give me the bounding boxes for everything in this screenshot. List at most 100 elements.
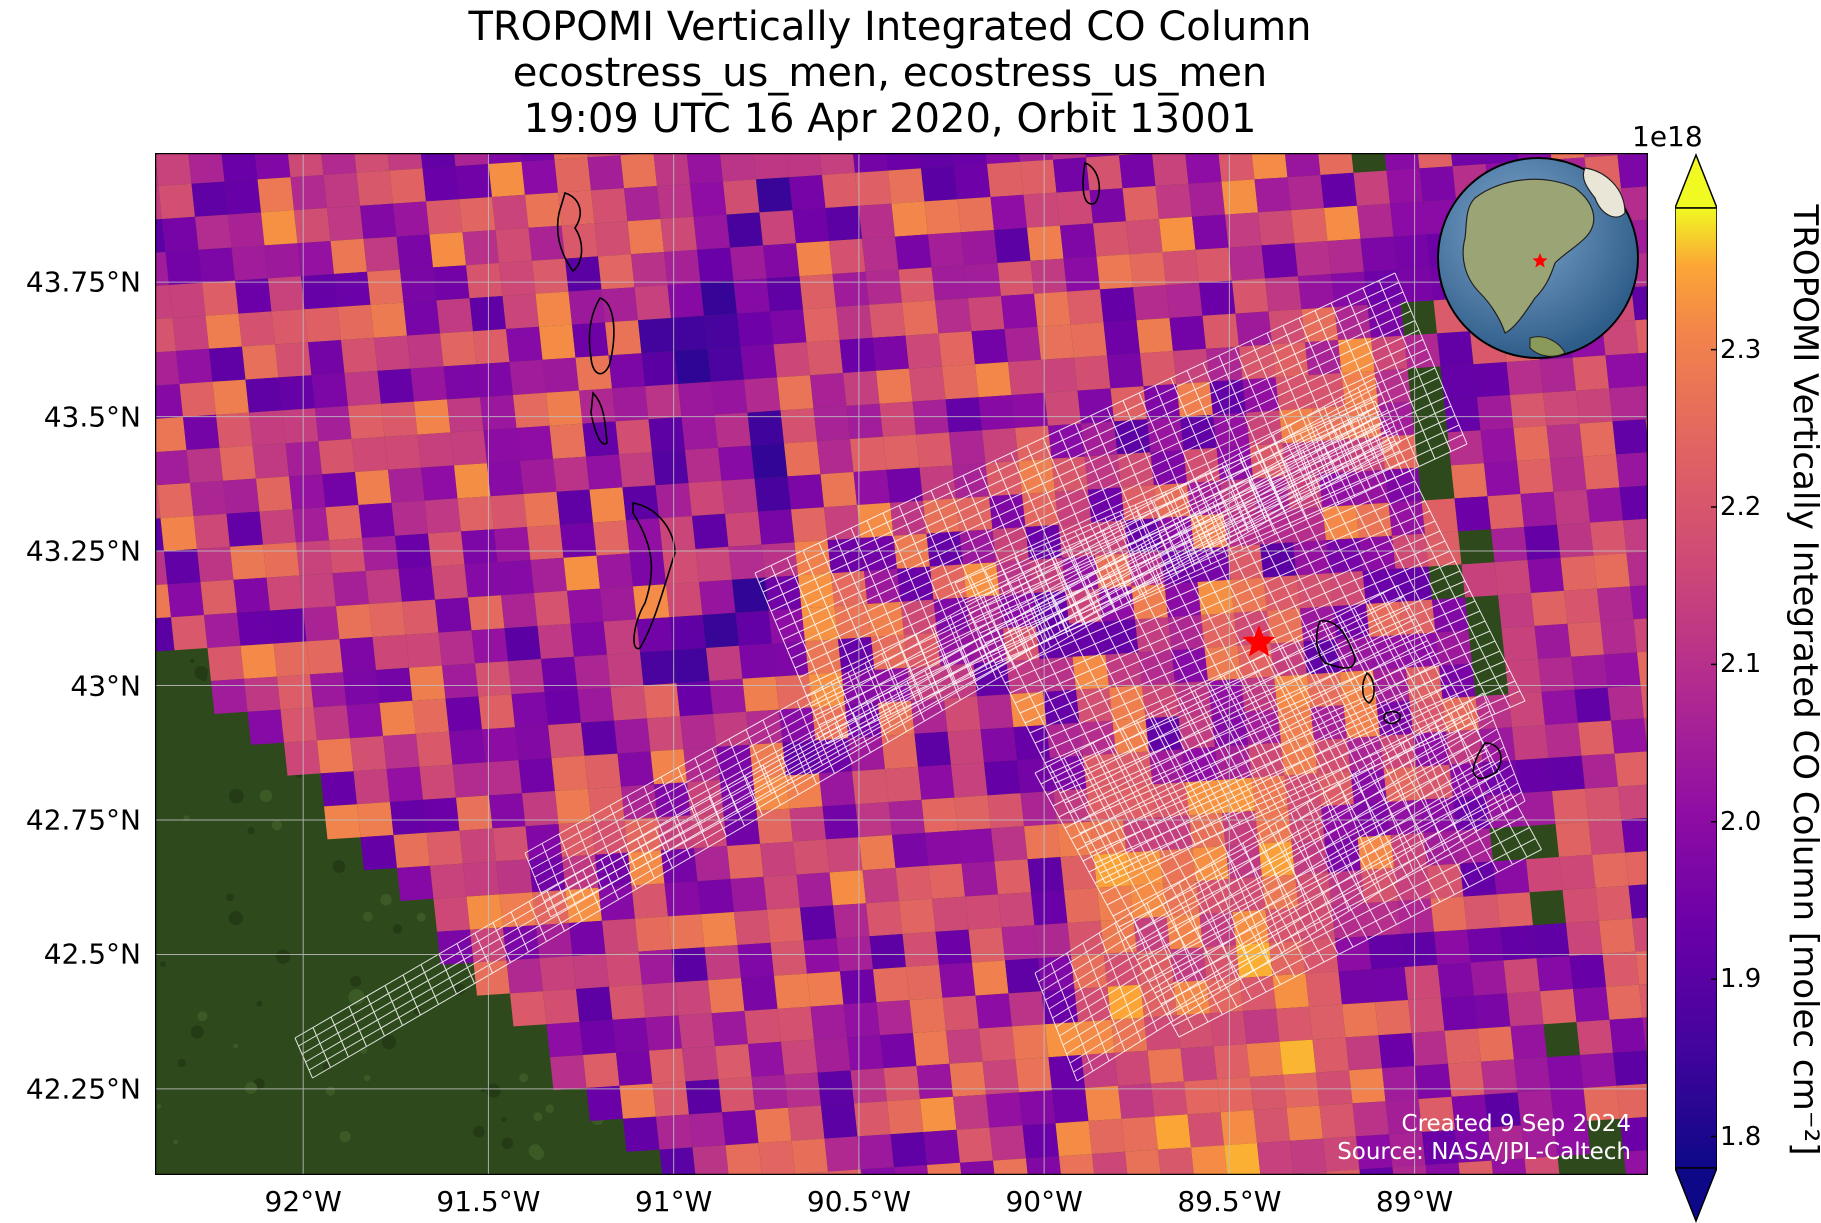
tropomi-pixel bbox=[890, 500, 927, 536]
tropomi-pixel bbox=[711, 379, 748, 415]
tropomi-pixel bbox=[155, 186, 162, 220]
tropomi-pixel bbox=[379, 700, 416, 736]
lon-tick-label: 91.5°W bbox=[436, 1185, 541, 1218]
tropomi-pixel bbox=[410, 366, 447, 402]
tropomi-pixel bbox=[313, 705, 350, 741]
tropomi-pixel bbox=[212, 379, 249, 415]
tropomi-pixel bbox=[956, 1127, 993, 1163]
tropomi-pixel bbox=[525, 824, 562, 860]
lat-tick-label: 42.75°N bbox=[25, 803, 141, 837]
tropomi-pixel bbox=[536, 923, 573, 959]
basemap-patch bbox=[531, 1147, 545, 1161]
tropomi-pixel bbox=[351, 436, 388, 472]
tropomi-pixel bbox=[587, 155, 624, 191]
tropomi-pixel bbox=[869, 934, 906, 970]
tropomi-pixel bbox=[1039, 656, 1076, 692]
tropomi-pixel bbox=[1388, 500, 1425, 536]
tropomi-pixel bbox=[792, 208, 829, 244]
tropomi-pixel bbox=[475, 661, 512, 697]
basemap-patch bbox=[194, 665, 208, 680]
tropomi-pixel bbox=[1419, 166, 1456, 202]
tropomi-pixel bbox=[1189, 813, 1226, 849]
tropomi-pixel bbox=[925, 830, 962, 866]
map-panel[interactable] bbox=[155, 153, 1648, 1175]
tropomi-pixel bbox=[711, 1011, 748, 1047]
tropomi-pixel bbox=[226, 511, 263, 547]
tropomi-pixel bbox=[789, 175, 826, 211]
tropomi-pixel bbox=[172, 315, 209, 351]
tropomi-pixel bbox=[433, 265, 470, 301]
tropomi-pixel bbox=[946, 1028, 983, 1064]
tropomi-pixel bbox=[1199, 280, 1236, 316]
tropomi-pixel bbox=[386, 766, 423, 802]
map-canvas[interactable] bbox=[155, 153, 1648, 1175]
lake-outline bbox=[1082, 161, 1101, 205]
tropomi-pixel bbox=[242, 344, 279, 380]
tropomi-pixel bbox=[304, 307, 341, 343]
tropomi-pixel bbox=[954, 795, 991, 831]
tropomi-pixel bbox=[1130, 883, 1167, 919]
tropomi-pixel bbox=[577, 687, 614, 723]
tropomi-pixel bbox=[920, 1096, 957, 1132]
tropomi-pixel bbox=[353, 769, 390, 805]
tropomi-pixel bbox=[1239, 344, 1276, 380]
tropomi-pixel bbox=[1064, 887, 1101, 923]
tropomi-pixel bbox=[1585, 786, 1622, 822]
tropomi-pixel bbox=[554, 157, 591, 193]
tropomi-pixel bbox=[1578, 720, 1615, 756]
tropomi-pixel bbox=[503, 925, 540, 961]
tropomi-pixel bbox=[1074, 355, 1111, 391]
tropomi-pixel bbox=[1630, 585, 1648, 620]
tropomi-pixel bbox=[1118, 1083, 1155, 1119]
tropomi-pixel bbox=[501, 593, 538, 629]
tropomi-pixel bbox=[645, 384, 682, 420]
tropomi-pixel bbox=[1152, 782, 1189, 818]
tropomi-pixel bbox=[847, 1035, 884, 1071]
tropomi-pixel bbox=[494, 527, 531, 563]
tropomi-pixel bbox=[634, 285, 671, 321]
tropomi-pixel bbox=[1389, 1132, 1426, 1168]
tropomi-pixel bbox=[906, 964, 943, 1000]
tropomi-pixel bbox=[902, 931, 939, 967]
tropomi-pixel bbox=[598, 254, 635, 290]
lake-outline bbox=[1472, 742, 1502, 780]
tropomi-pixel bbox=[721, 478, 758, 514]
tropomi-pixel bbox=[862, 868, 899, 904]
tropomi-pixel bbox=[576, 986, 613, 1022]
tropomi-pixel bbox=[284, 740, 321, 776]
tropomi-pixel bbox=[497, 560, 534, 596]
tropomi-pixel bbox=[601, 287, 638, 323]
tropomi-pixel bbox=[921, 797, 958, 833]
tropomi-pixel bbox=[384, 434, 421, 470]
tropomi-pixel bbox=[1224, 1143, 1261, 1175]
tropomi-pixel bbox=[280, 707, 317, 743]
tropomi-pixel bbox=[1001, 293, 1038, 329]
tropomi-pixel bbox=[367, 269, 404, 305]
tropomi-pixel bbox=[1303, 639, 1340, 675]
tropomi-pixel bbox=[894, 1165, 929, 1175]
tropomi-pixel bbox=[1147, 1048, 1184, 1084]
tropomi-pixel bbox=[1267, 608, 1304, 644]
tropomi-pixel bbox=[336, 604, 373, 640]
tropomi-pixel bbox=[574, 654, 611, 690]
tropomi-pixel bbox=[1180, 1046, 1217, 1082]
tropomi-pixel bbox=[909, 997, 946, 1033]
tropomi-pixel bbox=[921, 166, 958, 202]
tropomi-pixel bbox=[1581, 753, 1618, 789]
tropomi-pixel bbox=[1567, 621, 1604, 657]
tropomi-pixel bbox=[1051, 456, 1088, 492]
tropomi-pixel bbox=[405, 632, 442, 668]
tropomi-pixel bbox=[605, 320, 642, 356]
tropomi-pixel bbox=[1077, 388, 1114, 424]
tropomi-pixel bbox=[416, 731, 453, 767]
tropomi-pixel bbox=[1326, 1169, 1361, 1175]
tropomi-pixel bbox=[539, 956, 576, 992]
tropomi-pixel bbox=[442, 663, 479, 699]
tropomi-pixel bbox=[662, 549, 699, 585]
tropomi-pixel bbox=[521, 159, 558, 195]
tropomi-pixel bbox=[257, 177, 294, 213]
tropomi-pixel bbox=[984, 760, 1021, 796]
tropomi-pixel bbox=[1385, 1099, 1422, 1135]
lat-tick-label: 42.25°N bbox=[25, 1072, 141, 1106]
tropomi-pixel bbox=[1085, 1085, 1122, 1121]
